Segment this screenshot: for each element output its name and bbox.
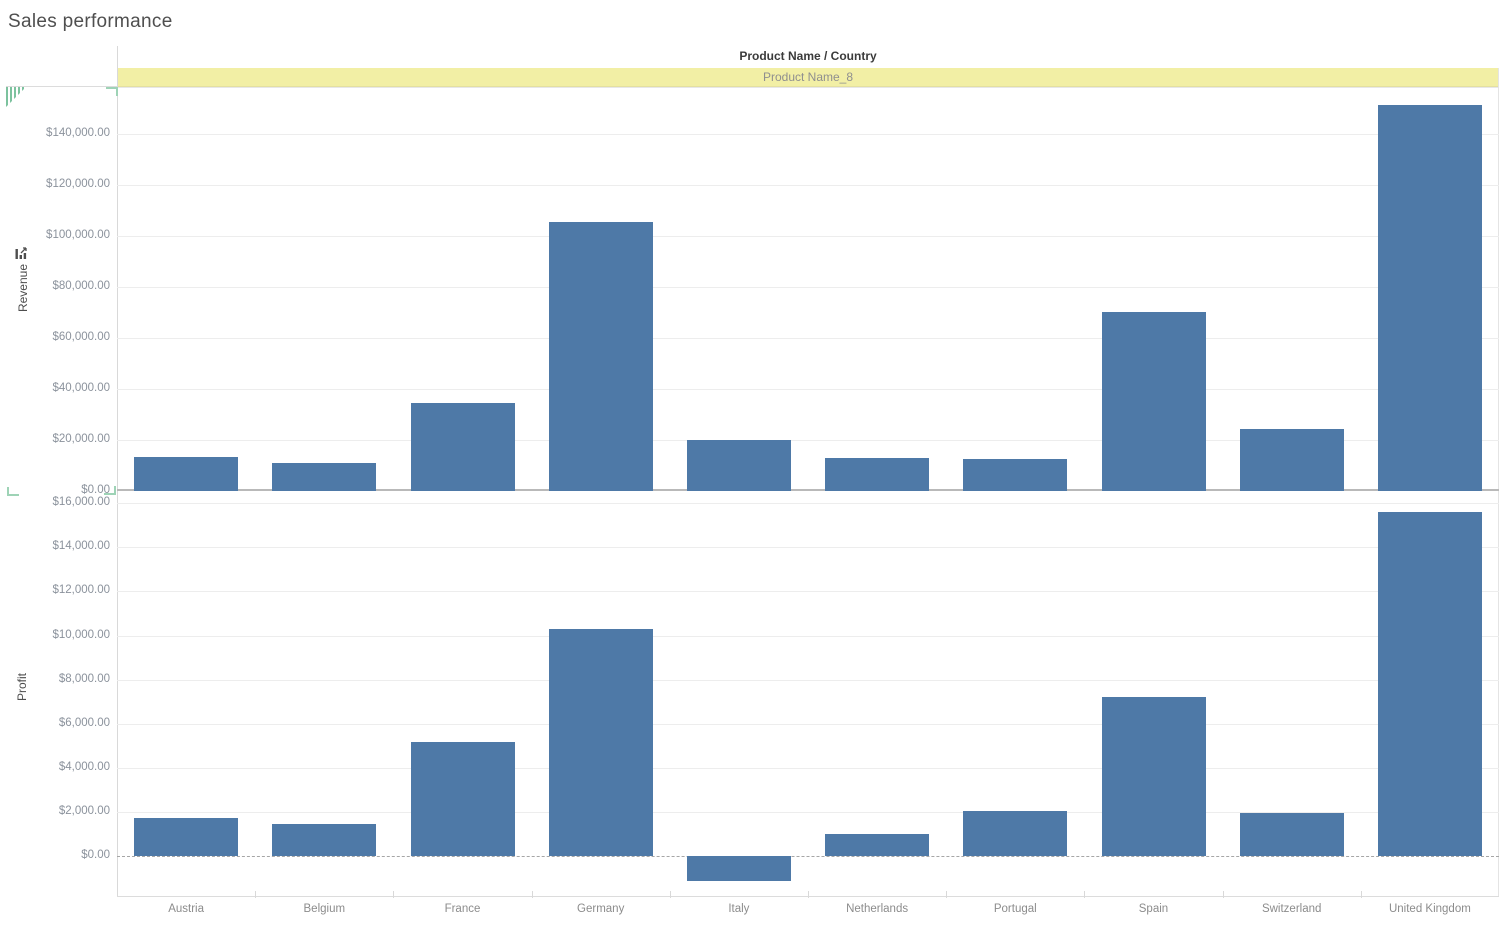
x-axis-label-netherlands[interactable]: Netherlands	[846, 903, 909, 915]
bar-belgium[interactable]	[272, 824, 377, 857]
bar-netherlands[interactable]	[825, 458, 930, 491]
x-axis-label-germany[interactable]: Germany	[577, 903, 625, 915]
gridline	[117, 635, 1499, 637]
x-axis-label-austria[interactable]: Austria	[168, 903, 204, 915]
x-axis-label-switzerland[interactable]: Switzerland	[1261, 903, 1322, 915]
y-tick-label: $0.00	[81, 849, 110, 862]
revenue-y-axis: $0.00 $20,000.00 $40,000.00 $60,000.00 $80,0…	[0, 0, 110, 943]
bar-italy[interactable]	[686, 440, 791, 491]
gridline	[117, 286, 1499, 288]
bar-united-kingdom[interactable]	[1377, 104, 1482, 491]
y-axis-line	[117, 46, 118, 896]
y-tick-label: $2,000.00	[58, 805, 110, 818]
x-axis-tick	[1222, 891, 1224, 898]
bar-austria[interactable]	[134, 456, 239, 491]
y-tick-label: $16,000.00	[52, 495, 110, 508]
y-tick-label: $4,000.00	[58, 761, 110, 774]
revenue-pane	[117, 87, 1499, 491]
gridline	[117, 547, 1499, 549]
revenue-axis-title: Revenue	[16, 263, 30, 313]
green-corner-bracket-icon	[106, 87, 118, 96]
x-axis-tick	[1084, 891, 1086, 898]
profit-y-axis: $0.00 $2,000.00 $4,000.00 $6,000.00 $8,000.0…	[0, 0, 110, 943]
gridline	[117, 133, 1499, 135]
column-field-label: Product Name / Country	[739, 49, 877, 63]
page-title: Sales performance	[8, 11, 173, 32]
x-axis-tick	[946, 891, 948, 898]
y-tick-label: $140,000.00	[46, 126, 110, 139]
gridline	[117, 591, 1499, 593]
bar-italy[interactable]	[686, 856, 791, 881]
x-axis-label-portugal[interactable]: Portugal	[993, 903, 1037, 915]
x-axis-label-spain[interactable]: Spain	[1138, 903, 1169, 915]
gridline	[117, 679, 1499, 681]
zero-line	[117, 856, 1499, 858]
bar-france[interactable]	[410, 741, 515, 857]
gridline	[117, 439, 1499, 441]
green-corner-bracket-icon	[104, 486, 116, 495]
bar-portugal[interactable]	[963, 459, 1068, 491]
y-tick-label: $12,000.00	[52, 584, 110, 597]
x-axis-tick	[531, 891, 533, 898]
x-axis-label-italy[interactable]: Italy	[728, 903, 750, 915]
gridline	[117, 768, 1499, 770]
profit-pane	[117, 497, 1499, 896]
y-tick-label: $40,000.00	[52, 381, 110, 394]
pane-divider	[117, 489, 1499, 491]
x-axis-tick	[808, 891, 809, 898]
gridline	[117, 388, 1499, 390]
x-axis-tick	[1360, 891, 1362, 898]
plot-top-border	[117, 87, 1499, 88]
bar-austria[interactable]	[134, 818, 239, 857]
bar-netherlands[interactable]	[825, 834, 930, 857]
bar-germany[interactable]	[548, 222, 653, 491]
gridline	[117, 235, 1499, 237]
x-axis-label-belgium[interactable]: Belgium	[303, 903, 346, 915]
bar-belgium[interactable]	[272, 462, 377, 491]
y-tick-label: $20,000.00	[52, 432, 110, 445]
x-axis-tick	[255, 891, 257, 898]
bar-spain[interactable]	[1101, 312, 1206, 491]
y-tick-label: $120,000.00	[46, 177, 110, 190]
product-header-band[interactable]: Product Name_8	[117, 68, 1499, 87]
bar-switzerland[interactable]	[1239, 428, 1344, 491]
gridline	[117, 184, 1499, 186]
bar-germany[interactable]	[548, 628, 653, 857]
bar-united-kingdom[interactable]	[1377, 511, 1482, 857]
bar-spain[interactable]	[1101, 697, 1206, 857]
x-axis: Austria Belgium France Germany Italy Netherla…	[117, 903, 1499, 921]
x-axis-tick	[669, 891, 671, 898]
y-tick-label: $14,000.00	[52, 540, 110, 553]
bar-switzerland[interactable]	[1239, 813, 1344, 857]
gridline	[117, 502, 1499, 504]
gridline	[117, 337, 1499, 339]
x-axis-tick	[393, 891, 395, 898]
bar-portugal[interactable]	[963, 811, 1068, 857]
x-axis-label-france[interactable]: France	[444, 903, 481, 915]
x-axis-label-united-kingdom[interactable]: United Kingdom	[1388, 903, 1471, 915]
gridline	[117, 723, 1499, 725]
hatched-triangle-drop-indicator-icon	[6, 87, 26, 107]
plot-right-border	[1498, 68, 1499, 896]
axis-area-top-line	[6, 86, 117, 87]
product-header-label: Product Name_8	[762, 70, 854, 84]
sort-icon[interactable]	[15, 246, 29, 260]
bar-france[interactable]	[410, 403, 515, 491]
green-corner-bracket-icon	[7, 487, 19, 496]
gridline	[117, 812, 1499, 814]
profit-axis-title: Profit	[15, 673, 29, 702]
